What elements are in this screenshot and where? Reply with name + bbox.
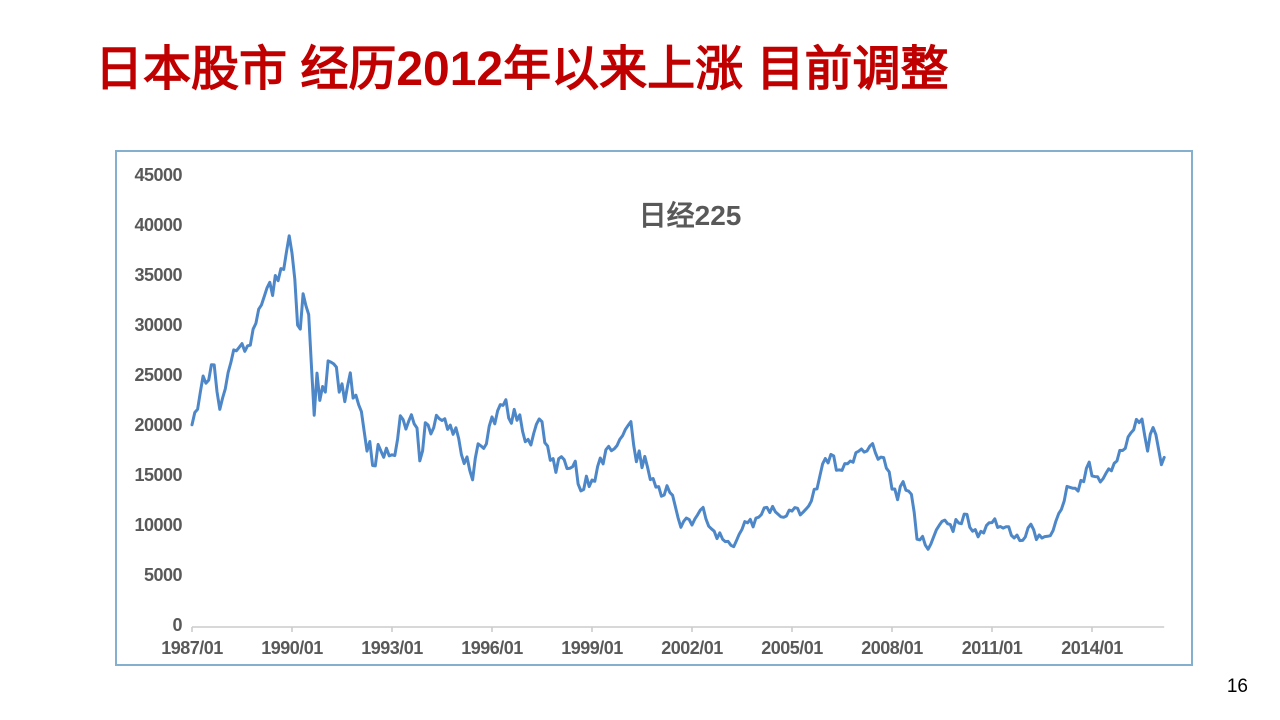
slide-title: 日本股市 经历2012年以来上涨 目前调整 (95, 43, 949, 96)
nikkei-chart-plot-area: 日经225 45000 40000 35000 30000 25000 20000 1500… (117, 152, 1191, 664)
nikkei-series-line (190, 234, 1166, 551)
page-number: 16 (1226, 676, 1248, 697)
nikkei-chart: 日经225 45000 40000 35000 30000 25000 20000 1500… (115, 150, 1193, 666)
chart-title: 日经225 (638, 200, 742, 231)
nikkei-line-svg (190, 234, 1166, 632)
